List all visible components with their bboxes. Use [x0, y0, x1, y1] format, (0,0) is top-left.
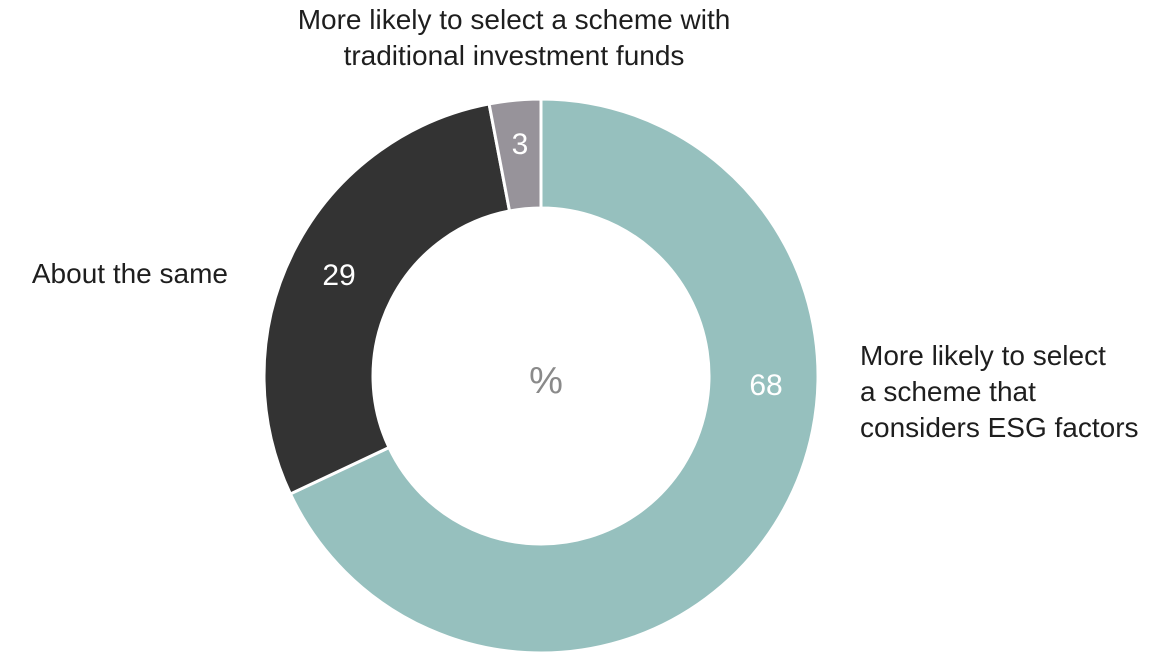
- category-label-esg: More likely to select a scheme that consid…: [860, 340, 1139, 443]
- category-label-line: considers ESG factors: [860, 412, 1139, 443]
- value-label-esg: 68: [749, 369, 782, 402]
- center-percent-label: %: [529, 360, 563, 402]
- donut-slices: [262, 97, 820, 653]
- value-label-traditional: 3: [512, 128, 529, 161]
- category-labels: More likely to select a scheme that consid…: [32, 4, 1139, 443]
- category-label-line: More likely to select: [860, 340, 1106, 371]
- category-label-line: traditional investment funds: [344, 40, 685, 71]
- category-label-same: About the same: [32, 258, 228, 289]
- slice-traditional: [487, 97, 543, 213]
- slice-esg: [288, 97, 820, 653]
- slice-value-labels: 68 29 3: [322, 128, 782, 402]
- category-label-line: More likely to select a scheme with: [298, 4, 731, 35]
- category-label-line: About the same: [32, 258, 228, 289]
- category-label-traditional: More likely to select a scheme with tradi…: [298, 4, 731, 71]
- value-label-same: 29: [322, 259, 355, 292]
- category-label-line: a scheme that: [860, 376, 1036, 407]
- slice-same: [262, 102, 512, 496]
